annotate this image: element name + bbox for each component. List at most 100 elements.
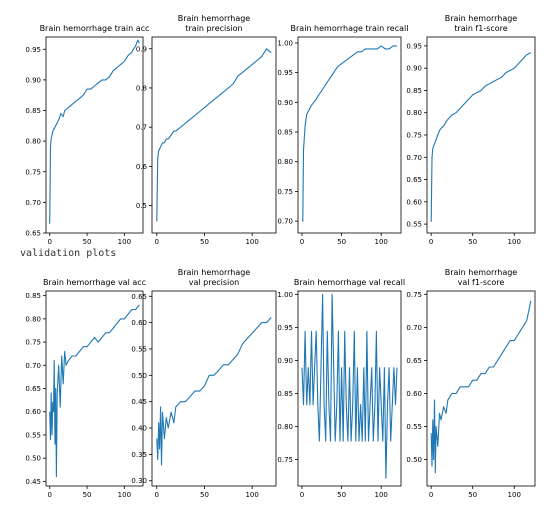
x-tick-label: 0 (155, 491, 159, 499)
series-line (156, 48, 272, 222)
y-tick-label: 0.55 (131, 345, 147, 353)
chart-title: Brain hemorrhage (445, 14, 518, 23)
y-tick-label: 0.70 (277, 218, 293, 226)
plot-frame (426, 36, 536, 234)
x-tick-label: 0 (300, 491, 304, 499)
x-tick-label: 100 (245, 491, 258, 499)
y-tick-label: 0.65 (406, 176, 422, 184)
series-line (302, 45, 397, 222)
y-tick-label: 0.55 (406, 221, 422, 229)
y-tick-label: 1.00 (277, 39, 293, 47)
y-tick-label: 0.75 (25, 168, 41, 176)
x-tick-label: 100 (118, 238, 131, 246)
y-tick-label: 0.65 (131, 293, 147, 301)
y-tick-label: 0.9 (136, 45, 147, 53)
y-tick-label: 0.80 (277, 158, 293, 166)
x-tick-label: 50 (468, 491, 477, 499)
series-line (49, 39, 140, 224)
x-tick-label: 100 (118, 491, 131, 499)
x-tick-label: 100 (508, 491, 521, 499)
y-tick-label: 0.50 (131, 372, 147, 380)
series-line (430, 52, 532, 222)
chart-title: Brain hemorrhage train acc (40, 24, 150, 33)
y-tick-label: 0.60 (131, 319, 147, 327)
y-tick-label: 0.75 (277, 188, 293, 196)
chart-title: Brain hemorrhage val acc (43, 278, 146, 287)
y-tick-label: 0.90 (277, 357, 293, 365)
series-line (430, 300, 532, 474)
chart-title: Brain hemorrhage (445, 268, 518, 277)
chart-title: Brain hemorrhage val recall (294, 278, 405, 287)
plot-frame (297, 290, 402, 487)
y-tick-label: 1.00 (277, 291, 293, 299)
y-tick-label: 0.45 (131, 398, 147, 406)
plot-frame (297, 36, 402, 234)
x-tick-label: 100 (245, 238, 258, 246)
chart-title: train precision (185, 24, 242, 33)
y-tick-label: 0.90 (406, 65, 422, 73)
series-line (156, 317, 272, 466)
y-tick-label: 0.5 (136, 202, 147, 210)
chart-title: val f1-score (458, 278, 505, 287)
chart-panel: Brain hemorrhage val recall 0.75 0.80 0.85 0… (277, 278, 405, 499)
section-label: validation plots (20, 248, 117, 259)
plot-frame (151, 290, 277, 487)
x-tick-label: 100 (375, 238, 388, 246)
x-tick-label: 50 (337, 238, 346, 246)
chart-title: train f1-score (454, 24, 508, 33)
x-tick-label: 100 (508, 238, 521, 246)
y-tick-label: 0.70 (25, 199, 41, 207)
y-tick-label: 0.95 (406, 42, 422, 50)
y-tick-label: 0.95 (277, 69, 293, 77)
y-tick-label: 0.65 (406, 357, 422, 365)
x-tick-label: 0 (429, 491, 433, 499)
y-tick-label: 0.85 (25, 292, 41, 300)
y-tick-label: 0.90 (277, 99, 293, 107)
x-tick-label: 0 (300, 238, 304, 246)
y-tick-label: 0.8 (136, 84, 147, 92)
y-tick-label: 0.80 (277, 423, 293, 431)
y-tick-label: 0.65 (25, 385, 41, 393)
x-tick-label: 50 (83, 238, 92, 246)
y-tick-label: 0.80 (406, 109, 422, 117)
y-tick-label: 0.85 (277, 390, 293, 398)
y-tick-label: 0.85 (277, 129, 293, 137)
chart-title: Brain hemorrhage (178, 268, 251, 277)
y-tick-label: 0.60 (406, 390, 422, 398)
y-tick-label: 0.60 (25, 408, 41, 416)
plot-frame (151, 36, 277, 234)
y-tick-label: 0.95 (25, 46, 41, 54)
x-tick-label: 0 (47, 238, 51, 246)
series-line (301, 293, 398, 479)
y-tick-label: 0.65 (25, 230, 41, 238)
y-tick-label: 0.95 (277, 324, 293, 332)
y-tick-label: 0.45 (25, 478, 41, 486)
series-line (49, 304, 140, 478)
x-tick-label: 50 (468, 238, 477, 246)
x-tick-label: 50 (337, 491, 346, 499)
x-tick-label: 0 (155, 238, 159, 246)
chart-panel: Brain hemorrhage train acc 0.65 0.70 0.75 0.… (25, 24, 149, 246)
y-tick-label: 0.85 (25, 107, 41, 115)
chart-title: val precision (189, 278, 240, 287)
chart-panel: Brain hemorrhage val acc 0.45 0.50 0.55 0.60… (25, 278, 146, 499)
x-tick-label: 50 (200, 491, 209, 499)
y-tick-label: 0.30 (131, 477, 147, 485)
x-tick-label: 50 (200, 238, 209, 246)
y-tick-label: 0.90 (25, 76, 41, 84)
chart-title: Brain hemorrhage (178, 14, 251, 23)
y-tick-label: 0.75 (277, 456, 293, 464)
y-tick-label: 0.6 (136, 163, 148, 171)
plot-frame (45, 36, 144, 234)
y-tick-label: 0.75 (25, 339, 41, 347)
y-tick-label: 0.75 (406, 132, 422, 140)
plot-frame (426, 290, 536, 487)
y-tick-label: 0.55 (25, 431, 41, 439)
y-tick-label: 0.55 (406, 423, 422, 431)
y-tick-label: 0.35 (131, 451, 147, 459)
